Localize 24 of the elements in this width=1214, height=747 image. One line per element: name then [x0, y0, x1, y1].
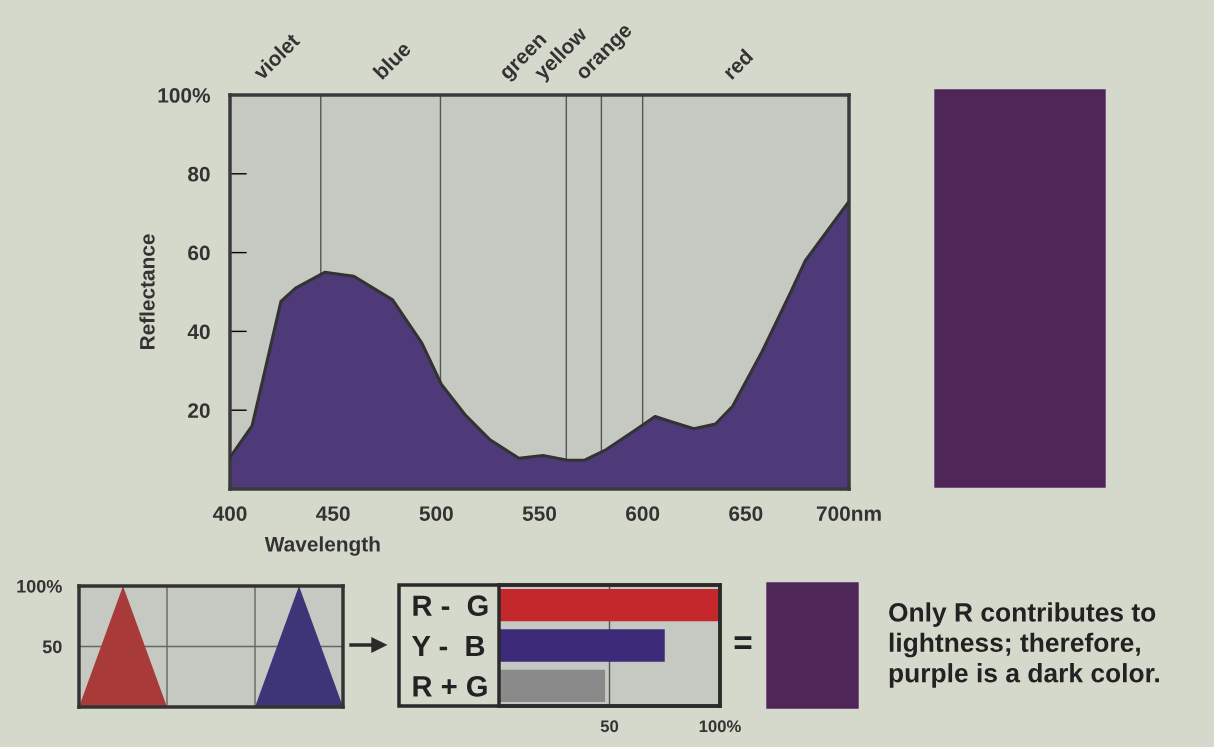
x-tick-label: 600: [626, 506, 660, 521]
ref-line-label: blue: [372, 40, 412, 81]
y-tick-label: 40: [187, 324, 210, 340]
x-tick-label: 500: [419, 506, 453, 521]
x-axis-title: Wavelength: [264, 536, 380, 556]
y-tick-label: R - G: [413, 595, 488, 617]
y-tick-label: R + G: [413, 676, 487, 697]
x-tick-label: 400: [212, 506, 247, 521]
x-tick-label: 450: [316, 506, 350, 521]
text: red: [721, 48, 754, 81]
y-tick-label: 80: [188, 166, 210, 182]
bar: [499, 589, 720, 622]
x-tick-label: 550: [522, 506, 557, 521]
y-tick-label: 100%: [158, 88, 211, 103]
y-tick-label: 20: [188, 403, 210, 418]
x-tick-label: 650: [729, 506, 763, 521]
text: Only R contributes to lightness; therefore, purple is a dark color.: [889, 602, 1159, 688]
bar: [499, 629, 665, 662]
y-axis-title: Reflectance: [139, 234, 155, 350]
x-tick-label: 700nm: [816, 506, 881, 521]
y-tick-label: 60: [188, 245, 210, 261]
bar: [499, 669, 606, 702]
text: =: [734, 636, 752, 649]
y-tick-label: Y - B: [412, 636, 485, 657]
